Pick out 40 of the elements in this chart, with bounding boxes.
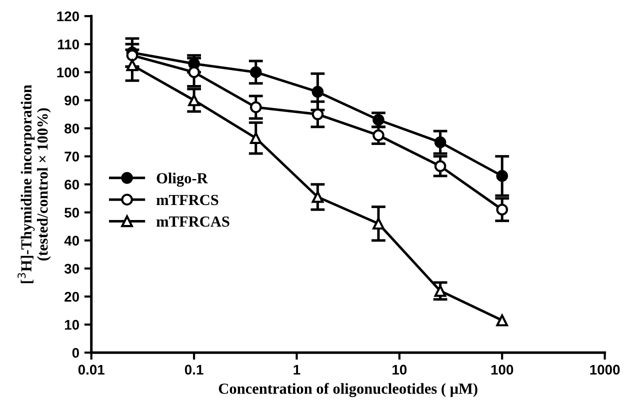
y-tick-label: 110	[58, 39, 79, 50]
point	[188, 94, 200, 106]
y-tick-label: 30	[64, 264, 79, 274]
x-tick-label: 100	[491, 364, 514, 375]
y-tick-label: 10	[64, 320, 79, 330]
point	[312, 86, 324, 98]
y-tick-label: 0	[72, 348, 79, 358]
point	[372, 218, 384, 230]
point	[126, 59, 138, 72]
x-tick-label: 10	[392, 364, 407, 375]
point	[250, 132, 262, 144]
y-tick-label: 120	[57, 11, 79, 22]
point	[496, 204, 508, 216]
point	[496, 170, 508, 182]
y-tick-label: 20	[64, 292, 79, 302]
point	[372, 129, 384, 142]
x-tick-label: 1	[294, 364, 300, 374]
point	[312, 108, 324, 120]
legend-label: Oligo-R	[156, 172, 208, 187]
y-tick-label: 100	[57, 68, 79, 78]
point	[250, 66, 262, 78]
y-tick-label: 50	[64, 208, 79, 218]
point	[434, 285, 446, 297]
point	[250, 101, 262, 114]
legend-label: mTFRCAS	[156, 216, 230, 227]
y-tick-label: 60	[64, 180, 79, 190]
x-tick-label: 0.1	[184, 364, 204, 375]
x-tick-label: 1000	[590, 364, 620, 375]
point	[434, 160, 446, 172]
point	[312, 191, 324, 203]
y-axis-title: [$^{3}$H]-Thymidine incorporation (tested/control × 100%)	[18, 84, 51, 284]
point	[496, 314, 508, 326]
y-tick-label: 70	[64, 152, 79, 162]
y-tick-label: 40	[64, 236, 79, 246]
x-tick-label: 0.01	[78, 364, 104, 375]
x-axis-title: Concentration of oligonucleotides ( μM)	[218, 382, 478, 398]
point	[434, 136, 446, 148]
y-tick-label: 90	[64, 96, 79, 106]
y-tick-label: 80	[64, 124, 79, 134]
legend-label: mTFRCS	[156, 194, 218, 206]
